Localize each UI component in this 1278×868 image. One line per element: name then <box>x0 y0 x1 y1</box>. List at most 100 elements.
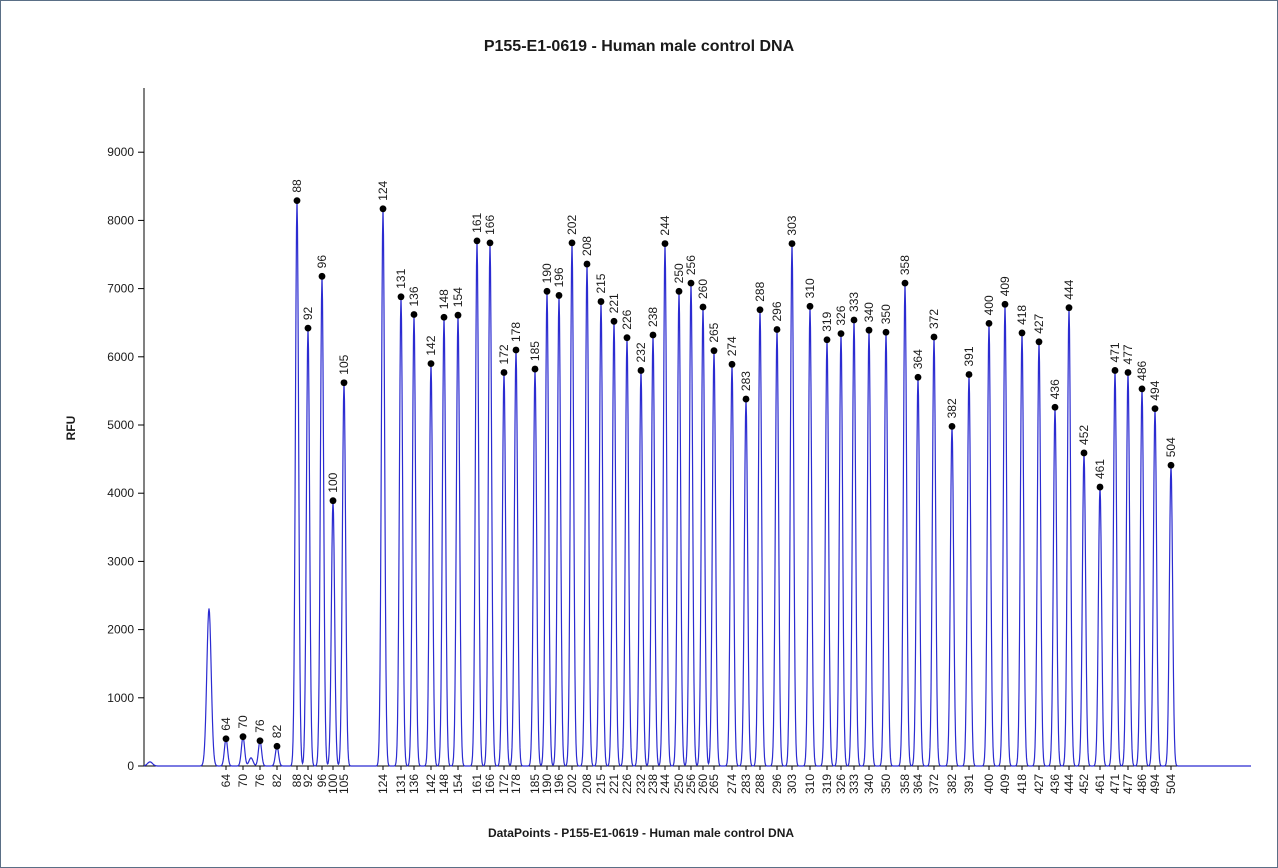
x-tick-label-244: 244 <box>658 774 672 794</box>
x-tick-label-166: 166 <box>483 774 497 794</box>
peak-marker-358 <box>901 279 909 287</box>
peak-label-202: 202 <box>565 215 579 235</box>
peak-marker-256 <box>687 279 695 287</box>
peak-label-427: 427 <box>1032 313 1046 333</box>
peak-marker-504 <box>1167 461 1175 469</box>
peak-marker-148 <box>440 313 448 321</box>
x-tick-label-364: 364 <box>911 774 925 794</box>
y-tick-label: 0 <box>127 759 134 773</box>
x-tick-label-274: 274 <box>725 774 739 794</box>
y-tick-label: 2000 <box>107 623 134 637</box>
peak-marker-226 <box>623 334 631 342</box>
peak-label-185: 185 <box>528 341 542 361</box>
x-tick-label-148: 148 <box>437 774 451 794</box>
peak-label-486: 486 <box>1135 361 1149 381</box>
x-tick-label-486: 486 <box>1135 774 1149 794</box>
peak-label-288: 288 <box>753 281 767 301</box>
peak-marker-452 <box>1080 449 1088 457</box>
peak-marker-238 <box>649 331 657 339</box>
peak-label-372: 372 <box>927 309 941 329</box>
y-tick-label: 5000 <box>107 418 134 432</box>
peak-label-296: 296 <box>770 301 784 321</box>
peak-label-418: 418 <box>1015 305 1029 325</box>
x-tick-label-256: 256 <box>684 774 698 794</box>
peak-marker-319 <box>823 336 831 344</box>
peak-marker-303 <box>788 240 796 247</box>
peak-marker-310 <box>806 302 814 310</box>
peak-marker-444 <box>1065 304 1073 312</box>
chart-title: P155-E1-0619 - Human male control DNA <box>484 38 795 55</box>
x-tick-label-358: 358 <box>898 774 912 794</box>
peak-label-444: 444 <box>1062 279 1076 299</box>
x-tick-label-340: 340 <box>862 774 876 794</box>
peak-marker-142 <box>427 360 435 368</box>
x-tick-label-124: 124 <box>376 774 390 794</box>
peak-marker-70 <box>239 733 247 741</box>
peak-label-350: 350 <box>879 304 893 324</box>
peak-marker-221 <box>610 317 618 325</box>
peak-marker-88 <box>293 197 301 205</box>
x-tick-label-471: 471 <box>1108 774 1122 794</box>
x-tick-label-326: 326 <box>834 774 848 794</box>
peak-label-131: 131 <box>394 268 408 288</box>
x-tick-label-92: 92 <box>301 774 315 788</box>
peak-label-196: 196 <box>552 267 566 287</box>
peak-marker-82 <box>273 742 281 750</box>
peak-marker-400 <box>985 319 993 327</box>
peak-marker-178 <box>512 346 520 354</box>
peak-label-82: 82 <box>270 725 284 739</box>
peak-label-105: 105 <box>337 354 351 374</box>
peak-label-256: 256 <box>684 255 698 275</box>
peak-markers <box>222 197 1175 750</box>
x-tick-label-142: 142 <box>424 774 438 794</box>
x-tick-label-76: 76 <box>253 774 267 788</box>
peak-marker-131 <box>397 293 405 301</box>
peak-marker-288 <box>756 306 764 314</box>
x-tick-label-461: 461 <box>1093 774 1107 794</box>
x-tick-label-350: 350 <box>879 774 893 794</box>
x-tick-label-208: 208 <box>580 774 594 794</box>
peak-marker-274 <box>728 360 736 368</box>
x-tick-label-418: 418 <box>1015 774 1029 794</box>
peak-marker-161 <box>473 237 481 245</box>
y-axis-label: RFU <box>64 416 78 441</box>
x-tick-label-333: 333 <box>847 774 861 794</box>
peak-marker-202 <box>568 239 576 247</box>
peak-label-124: 124 <box>376 180 390 200</box>
x-tick-label-202: 202 <box>565 774 579 794</box>
peak-label-250: 250 <box>672 263 686 283</box>
peak-marker-136 <box>410 311 418 318</box>
peak-marker-92 <box>304 324 312 332</box>
peak-label-70: 70 <box>236 715 250 729</box>
peak-marker-333 <box>850 316 858 324</box>
x-tick-label-100: 100 <box>326 774 340 794</box>
peak-label-265: 265 <box>707 322 721 342</box>
x-tick-label-296: 296 <box>770 774 784 794</box>
peak-label-226: 226 <box>620 309 634 329</box>
peak-marker-244 <box>661 240 669 247</box>
peak-marker-154 <box>454 311 462 319</box>
peak-marker-232 <box>637 367 645 374</box>
x-tick-label-161: 161 <box>470 774 484 794</box>
peak-label-477: 477 <box>1121 344 1135 364</box>
y-tick-label: 9000 <box>107 145 134 159</box>
y-tick-label: 4000 <box>107 486 134 500</box>
y-tick-label: 1000 <box>107 691 134 705</box>
x-tick-label-303: 303 <box>785 774 799 794</box>
x-tick-label-96: 96 <box>315 774 329 788</box>
peak-label-391: 391 <box>962 346 976 366</box>
peak-label-208: 208 <box>580 236 594 256</box>
x-tick-label-172: 172 <box>497 774 511 794</box>
x-tick-label-283: 283 <box>739 774 753 794</box>
peak-marker-250 <box>675 287 683 295</box>
peak-label-409: 409 <box>998 276 1012 296</box>
peak-label-238: 238 <box>646 307 660 327</box>
x-tick-label-131: 131 <box>394 774 408 794</box>
peak-marker-215 <box>597 298 605 305</box>
x-tick-label-265: 265 <box>707 774 721 794</box>
peak-label-310: 310 <box>803 278 817 298</box>
x-tick-label-238: 238 <box>646 774 660 794</box>
peak-label-166: 166 <box>483 215 497 235</box>
